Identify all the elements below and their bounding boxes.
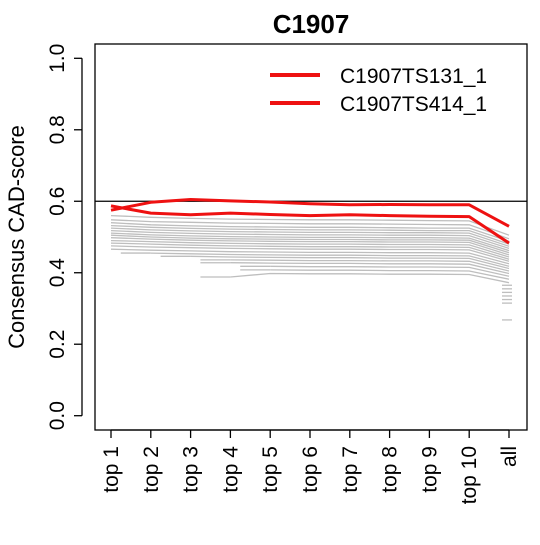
x-tick-label: top 9 (418, 446, 441, 493)
x-tick-label: top 4 (219, 446, 242, 493)
legend-label: C1907TS131_1 (340, 65, 487, 88)
background-series-line (110, 242, 510, 260)
x-tick-label: top 10 (458, 446, 481, 504)
background-series-line (110, 245, 510, 262)
x-axis: top 1 top 2 top 3 top 4 top 5 top 6 top 7 top 8… (100, 429, 521, 504)
background-series-line (110, 219, 510, 240)
y-tick-label: 0.2 (46, 330, 69, 359)
background-series-line (110, 234, 510, 254)
background-series-line (110, 229, 510, 250)
legend: C1907TS131_1 C1907TS414_1 (270, 65, 487, 116)
x-tick-label: top 3 (180, 446, 203, 493)
background-series-line (270, 269, 510, 280)
y-tick-label: 0.0 (46, 401, 69, 430)
legend-label: C1907TS414_1 (340, 93, 487, 116)
background-series-line (110, 239, 510, 258)
x-tick-label: top 5 (259, 446, 282, 493)
background-series-line (230, 259, 510, 272)
y-tick-label: 1.0 (46, 44, 69, 73)
highlighted-series-line (110, 204, 510, 245)
x-tick-label: all (498, 446, 521, 467)
y-tick-label: 0.4 (46, 258, 69, 288)
background-series-group (110, 214, 512, 321)
y-axis: 0.0 0.2 0.4 0.6 0.8 1.0 (46, 44, 83, 430)
background-series-line (270, 265, 510, 277)
highlighted-series-group (110, 198, 510, 245)
background-series-line (110, 227, 510, 247)
y-tick-label: 0.6 (46, 187, 69, 216)
background-series-line (230, 262, 510, 275)
background-series-line (110, 222, 510, 242)
highlighted-series-line (110, 198, 510, 228)
chart-title: C1907 (273, 9, 350, 39)
background-series-line (110, 248, 510, 265)
background-series-line (110, 232, 510, 252)
y-axis-label: Consensus CAD-score (4, 125, 29, 349)
x-tick-label: top 1 (100, 446, 123, 493)
background-series-line (190, 255, 510, 270)
y-tick-label: 0.8 (46, 115, 69, 144)
background-series-line (110, 237, 510, 256)
background-series-line (230, 272, 510, 284)
x-tick-label: top 7 (339, 446, 362, 493)
background-series-line (150, 252, 510, 267)
x-tick-label: top 2 (140, 446, 163, 493)
x-tick-label: top 6 (299, 446, 322, 493)
background-series-line (110, 224, 510, 245)
x-tick-label: top 8 (379, 446, 402, 493)
background-series-line (110, 214, 510, 236)
